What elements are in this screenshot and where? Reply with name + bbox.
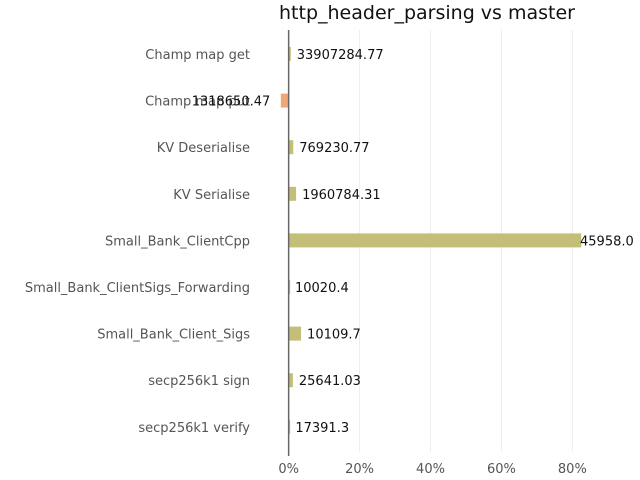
value-labels: 33907284.77 1318650.47 769230.77 1960784.31… xyxy=(192,48,634,436)
chart-title: http_header_parsing vs master xyxy=(279,2,575,24)
bar xyxy=(288,326,302,341)
category-labels: Champ map get Champ map put KV Deserialise… xyxy=(25,48,250,436)
category-label: KV Serialise xyxy=(173,188,250,203)
x-tick-label: 0% xyxy=(278,462,299,477)
data-label: 10109.7 xyxy=(307,328,361,343)
bar xyxy=(288,186,297,201)
x-tick-label: 20% xyxy=(345,462,374,477)
data-label: 1318650.47 xyxy=(192,95,271,110)
category-label: Small_Bank_ClientSigs_Forwarding xyxy=(25,281,250,296)
data-label: 25641.03 xyxy=(299,374,361,389)
data-label: 33907284.77 xyxy=(297,48,384,63)
x-tick-labels: 0% 20% 40% 60% 80% xyxy=(278,462,586,477)
bar xyxy=(280,93,289,108)
bar xyxy=(288,373,293,388)
category-label: secp256k1 verify xyxy=(138,421,250,436)
data-label: 17391.3 xyxy=(295,421,349,436)
x-tick-label: 40% xyxy=(416,462,445,477)
data-label: 10020.4 xyxy=(295,281,349,296)
bar xyxy=(288,233,582,248)
category-label: Small_Bank_Client_Sigs xyxy=(97,328,250,343)
bars xyxy=(280,47,582,434)
bar xyxy=(288,140,294,155)
category-label: secp256k1 sign xyxy=(148,374,250,389)
category-label: KV Deserialise xyxy=(157,141,250,156)
data-label: 45958.0 xyxy=(580,234,634,249)
category-label: Champ map get xyxy=(145,48,250,63)
data-label: 1960784.31 xyxy=(302,188,381,203)
x-tick-label: 80% xyxy=(558,462,587,477)
x-tick-label: 60% xyxy=(487,462,516,477)
category-label: Champ map put xyxy=(145,95,250,110)
bar xyxy=(288,47,291,61)
data-label: 769230.77 xyxy=(299,141,369,156)
category-label: Small_Bank_ClientCpp xyxy=(105,234,250,249)
